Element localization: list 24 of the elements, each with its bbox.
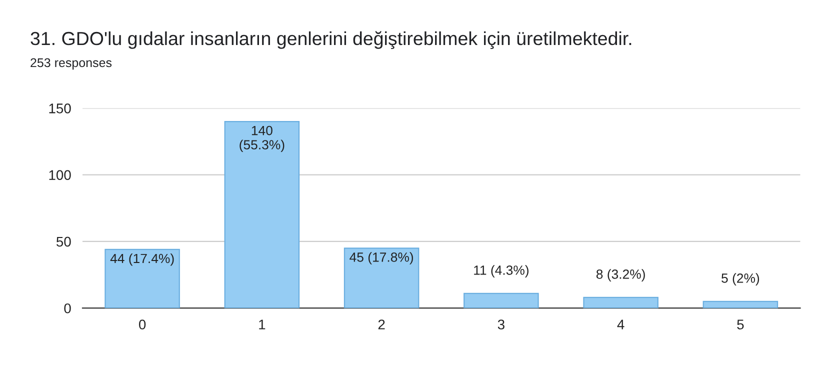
x-tick-label: 1 xyxy=(259,320,266,330)
y-tick-label: 100 xyxy=(49,170,71,180)
x-tick-label: 0 xyxy=(138,320,146,330)
data-label: 140 (55.3%) xyxy=(240,126,284,152)
bar xyxy=(224,120,300,308)
bar xyxy=(104,248,180,308)
x-tick-label: 5 xyxy=(737,320,744,330)
data-label: 45 (17.8%) xyxy=(350,252,414,264)
bar xyxy=(702,300,778,308)
chart-subtitle: 253 responses xyxy=(30,58,112,70)
bar xyxy=(583,296,658,308)
bar xyxy=(464,292,539,308)
chart-title: 31. GDO'lu gıdalar insanların genlerini değiştirebilmek için üretilmektedir. xyxy=(30,31,632,49)
data-label: 44 (17.4%) xyxy=(110,253,174,266)
bar xyxy=(344,248,420,308)
y-tick-label: 150 xyxy=(49,104,71,114)
y-tick-label: 50 xyxy=(56,236,71,247)
data-label: 5 (2%) xyxy=(722,273,760,286)
x-tick-label: 2 xyxy=(378,320,385,330)
y-tick-label: 0 xyxy=(64,303,71,314)
x-tick-label: 3 xyxy=(498,320,504,330)
data-label: 11 (4.3%) xyxy=(474,265,528,278)
data-label: 8 (3.2%) xyxy=(596,269,645,282)
x-tick-label: 4 xyxy=(617,320,624,330)
